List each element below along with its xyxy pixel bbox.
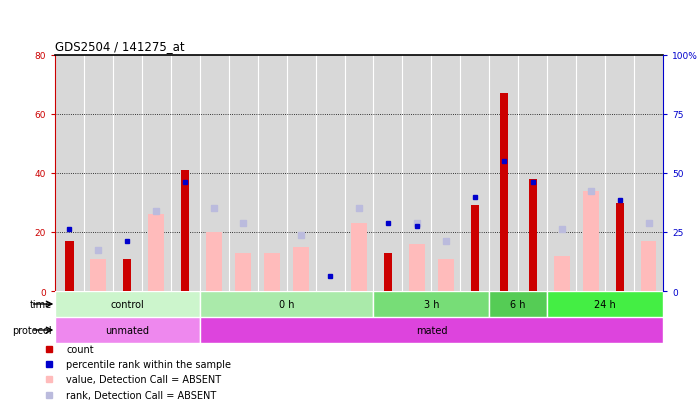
Bar	[351, 223, 367, 291]
Text: 3 h: 3 h	[424, 299, 439, 309]
Bar	[583, 191, 599, 291]
Bar	[554, 256, 570, 291]
Bar	[55, 56, 84, 291]
Bar	[373, 291, 489, 317]
Bar	[409, 244, 425, 291]
Bar	[200, 317, 663, 343]
Bar	[547, 56, 576, 291]
Text: protocol: protocol	[12, 325, 52, 335]
Bar	[489, 291, 547, 317]
Bar	[171, 56, 200, 291]
Bar	[373, 56, 403, 291]
Bar	[200, 56, 229, 291]
Bar	[470, 206, 479, 291]
Bar	[605, 56, 634, 291]
Bar	[384, 253, 392, 291]
Bar	[634, 56, 663, 291]
Bar	[181, 171, 189, 291]
Bar	[616, 203, 623, 291]
Text: 6 h: 6 h	[510, 299, 526, 309]
Bar	[200, 291, 373, 317]
Bar	[84, 56, 113, 291]
Bar	[55, 317, 200, 343]
Text: rank, Detection Call = ABSENT: rank, Detection Call = ABSENT	[66, 390, 216, 400]
Text: value, Detection Call = ABSENT: value, Detection Call = ABSENT	[66, 375, 221, 385]
Text: time: time	[29, 299, 52, 309]
Bar	[315, 56, 345, 291]
Bar	[124, 259, 131, 291]
Bar	[91, 259, 106, 291]
Bar	[461, 56, 489, 291]
Text: unmated: unmated	[105, 325, 149, 335]
Bar	[641, 241, 657, 291]
Bar	[258, 56, 287, 291]
Text: 0 h: 0 h	[279, 299, 295, 309]
Bar	[345, 56, 373, 291]
Bar	[113, 56, 142, 291]
Bar	[528, 180, 537, 291]
Bar	[518, 56, 547, 291]
Text: 24 h: 24 h	[594, 299, 616, 309]
Text: GDS2504 / 141275_at: GDS2504 / 141275_at	[55, 40, 185, 53]
Bar	[576, 56, 605, 291]
Bar	[207, 233, 222, 291]
Bar	[55, 291, 200, 317]
Bar	[229, 56, 258, 291]
Bar	[489, 56, 518, 291]
Bar	[287, 56, 315, 291]
Text: mated: mated	[415, 325, 447, 335]
Text: percentile rank within the sample: percentile rank within the sample	[66, 359, 231, 369]
Bar	[235, 253, 251, 291]
Bar	[142, 56, 171, 291]
Bar	[431, 56, 461, 291]
Text: control: control	[110, 299, 144, 309]
Bar	[547, 291, 663, 317]
Bar	[500, 94, 508, 291]
Bar	[149, 215, 164, 291]
Bar	[438, 259, 454, 291]
Bar	[403, 56, 431, 291]
Text: count: count	[66, 344, 94, 354]
Bar	[293, 247, 309, 291]
Bar	[264, 253, 280, 291]
Bar	[66, 241, 73, 291]
